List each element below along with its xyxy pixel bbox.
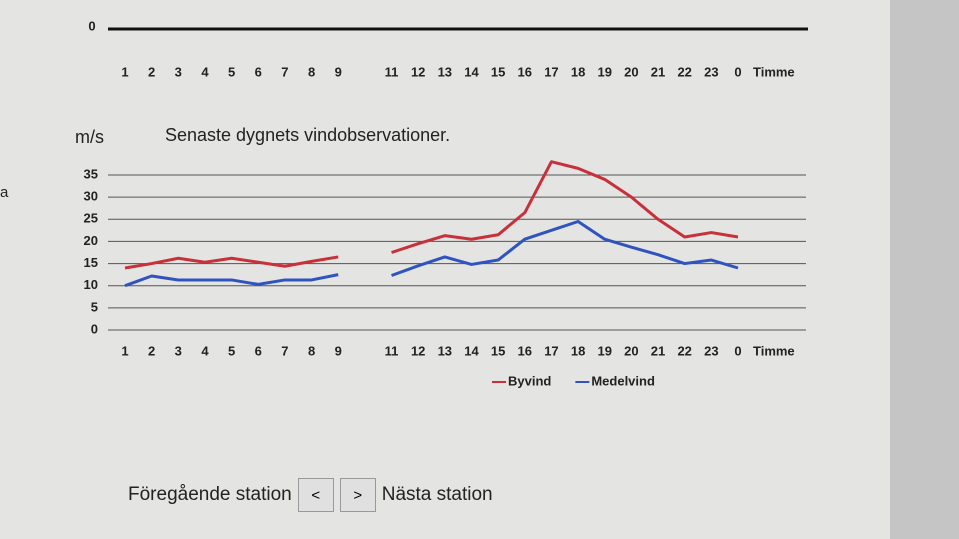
x-tick-label: 14: [464, 64, 479, 79]
y-tick-label: 30: [84, 189, 98, 204]
x-tick-label: 12: [411, 343, 425, 358]
x-tick-label: 21: [651, 343, 665, 358]
x-tick-label: 11: [385, 64, 399, 79]
x-tick-label: 3: [175, 343, 182, 358]
x-tick-label: 13: [438, 64, 452, 79]
x-tick-label: 6: [255, 343, 262, 358]
x-tick-label: 5: [228, 64, 235, 79]
y-tick-label: 10: [84, 277, 98, 292]
x-tick-label: 9: [335, 64, 342, 79]
legend-label: Medelvind: [591, 373, 655, 388]
x-tick-label: 3: [175, 64, 182, 79]
x-tick-label: 16: [518, 64, 532, 79]
x-tick-label: 18: [571, 64, 585, 79]
x-tick-label: 0: [734, 343, 741, 358]
x-tick-label: 4: [201, 343, 209, 358]
x-tick-label: 4: [201, 64, 209, 79]
x-tick-label: 20: [624, 64, 638, 79]
x-tick-label: 15: [491, 343, 505, 358]
x-tick-label: 0: [734, 64, 741, 79]
x-tick-label: 1: [121, 343, 128, 358]
x-tick-label: 19: [598, 343, 612, 358]
side-panel: [890, 0, 959, 539]
x-tick-label: 8: [308, 64, 315, 79]
y-tick-label: 0: [91, 321, 98, 336]
y-tick-label: 20: [84, 233, 98, 248]
x-tick-label: 17: [544, 64, 558, 79]
y-tick-label: 35: [84, 166, 98, 181]
x-tick-label: 5: [228, 343, 235, 358]
x-tick-label: 20: [624, 343, 638, 358]
x-tick-label: 6: [255, 64, 262, 79]
x-tick-label: 23: [704, 343, 718, 358]
x-tick-label: 17: [544, 343, 558, 358]
series-line: [124, 220, 739, 288]
previous-label: Föregående station: [128, 484, 292, 505]
x-tick-label: 14: [464, 343, 479, 358]
y-tick-label: 25: [84, 211, 98, 226]
x-tick-label: 21: [651, 64, 665, 79]
x-tick-label: 22: [677, 64, 691, 79]
x-tick-label: 16: [518, 343, 532, 358]
x-tick-label: 1: [121, 64, 128, 79]
x-tick-label: 7: [281, 343, 288, 358]
x-tick-label: 22: [677, 343, 691, 358]
x-tick-label: 19: [598, 64, 612, 79]
x-tick-label: 23: [704, 64, 718, 79]
x-tick-label: 2: [148, 64, 155, 79]
y-tick-label: 0: [88, 18, 95, 33]
previous-button[interactable]: <: [297, 478, 334, 512]
series-line: [124, 160, 739, 270]
y-tick-label: 15: [84, 255, 98, 270]
x-axis-label: Timme: [753, 343, 795, 358]
x-tick-label: 12: [411, 64, 425, 79]
x-tick-label: 13: [438, 343, 452, 358]
x-tick-label: 11: [385, 343, 399, 358]
station-nav: Föregående station < > Nästa station: [128, 478, 493, 512]
y-tick-label: 5: [91, 299, 98, 314]
next-label: Nästa station: [381, 484, 493, 505]
y-axis-label: m/s: [75, 127, 104, 147]
x-tick-label: 2: [148, 343, 155, 358]
legend-label: Byvind: [508, 373, 551, 388]
x-tick-label: 15: [491, 64, 505, 79]
x-tick-label: 9: [335, 343, 342, 358]
side-text: a: [0, 184, 9, 201]
x-axis-label: Timme: [753, 64, 795, 79]
x-tick-label: 8: [308, 343, 315, 358]
x-tick-label: 18: [571, 343, 585, 358]
chart-title: Senaste dygnets vindobservationer.: [165, 125, 450, 145]
x-tick-label: 7: [281, 64, 288, 79]
next-button[interactable]: >: [339, 478, 376, 512]
